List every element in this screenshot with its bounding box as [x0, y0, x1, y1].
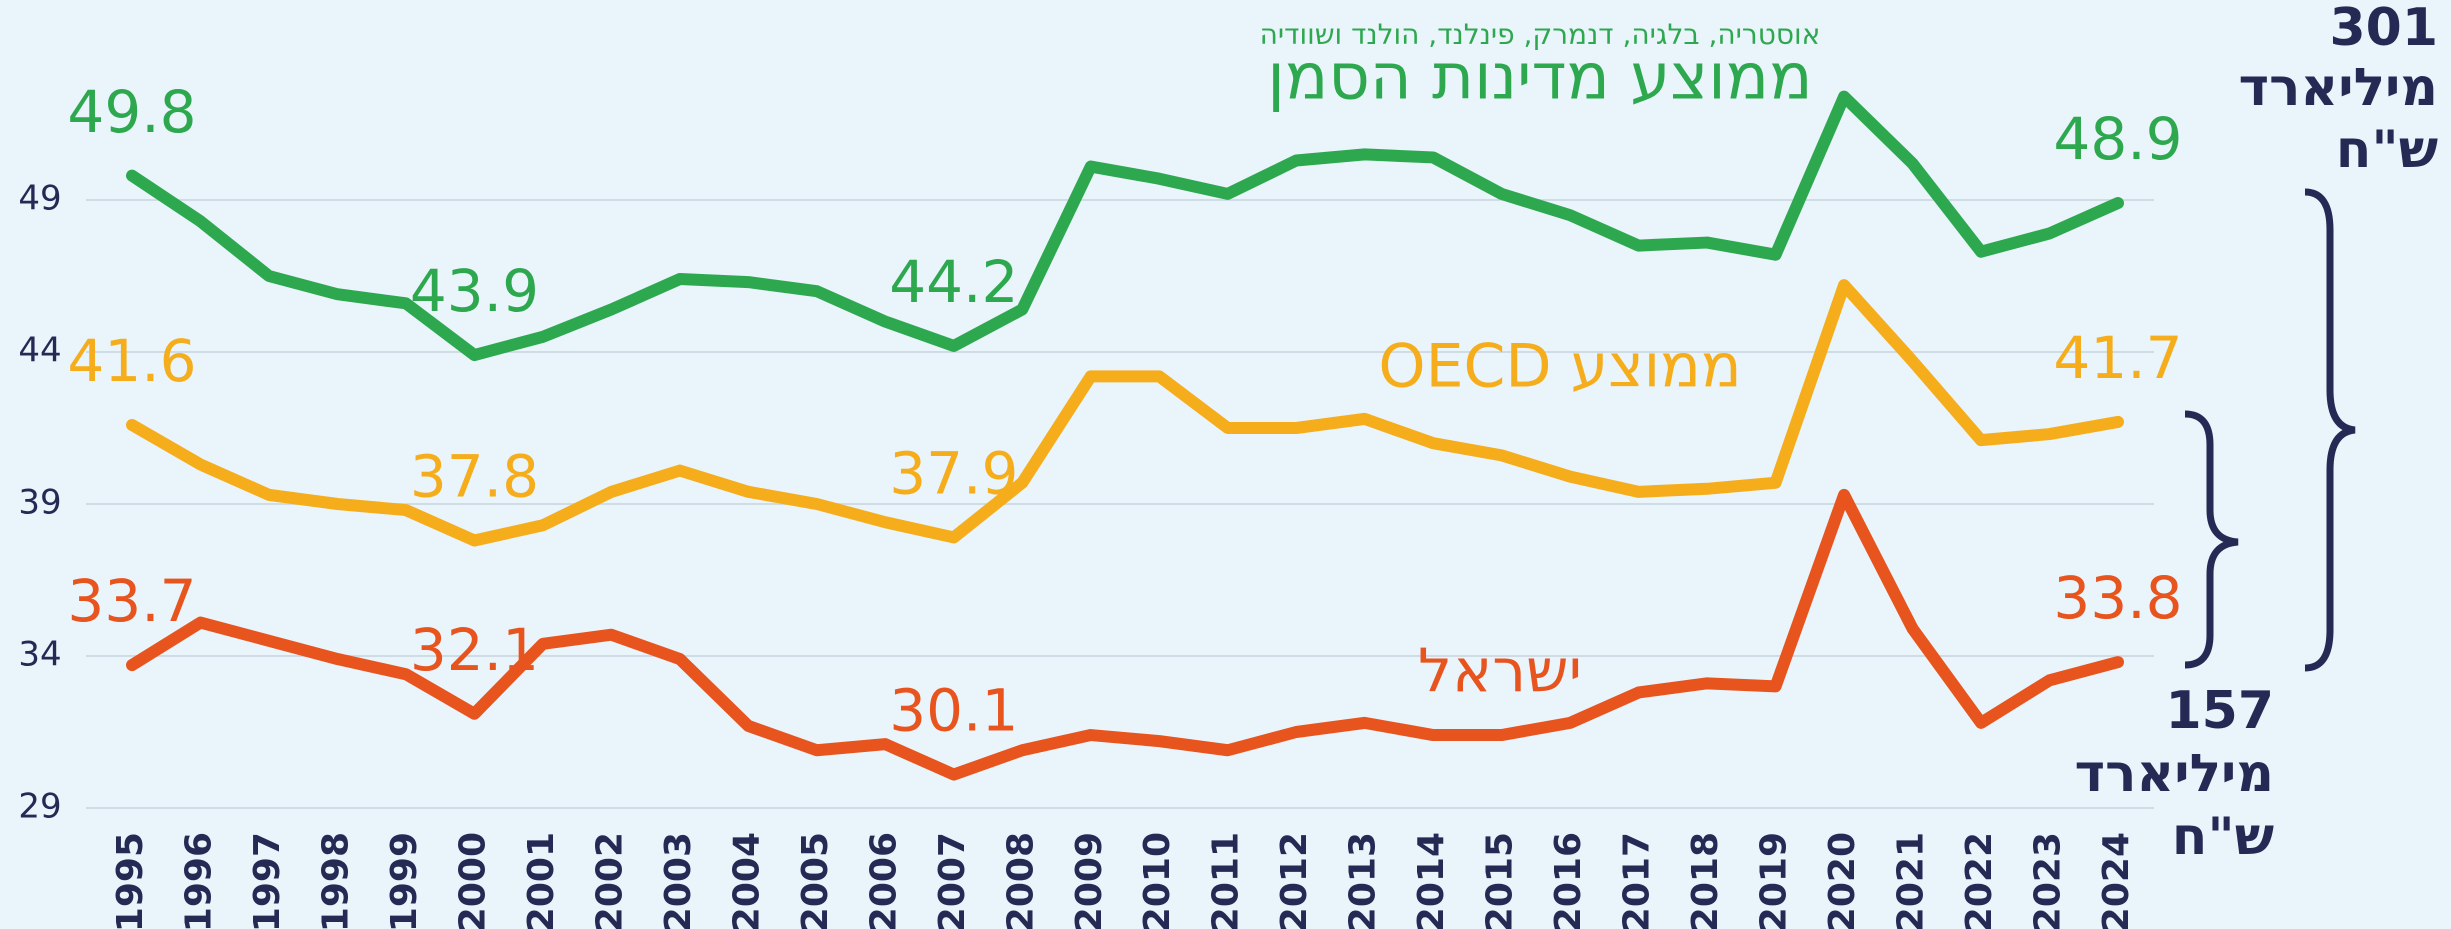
annotation: מיליארד	[2239, 58, 2438, 118]
x-tick-label: 2017	[1617, 832, 1658, 929]
data-label: 49.8	[67, 78, 196, 146]
data-label: 33.7	[67, 567, 196, 635]
data-label: 43.9	[410, 257, 539, 325]
x-tick-label: 2021	[1891, 832, 1932, 929]
x-tick-label: 2012	[1274, 832, 1315, 929]
data-label: 41.6	[67, 327, 196, 395]
data-label: 32.1	[410, 616, 539, 684]
subtitle: אוסטריה, בלגיה, דנמרק, פינלנד, הולנד ושו…	[1260, 18, 1821, 51]
x-tick-label: 2000	[452, 832, 493, 929]
x-tick-label: 2023	[2028, 832, 2069, 929]
series-line	[126, 279, 2124, 547]
x-tick-label: 2015	[1480, 832, 1521, 929]
x-tick-label: 2003	[658, 832, 699, 929]
y-tick-label: 34	[18, 635, 61, 675]
y-tick-label: 29	[18, 787, 61, 827]
data-label: 37.9	[889, 440, 1018, 508]
series-name: ממוצע OECD	[1378, 332, 1741, 402]
series-name: ממוצע מדינות הסמן	[1267, 41, 1812, 115]
annotation: ש"ח	[2172, 807, 2274, 867]
big-brace	[2304, 188, 2356, 672]
annotation: מיליארד	[2075, 744, 2274, 804]
data-label: 44.2	[889, 248, 1018, 316]
data-label: 37.8	[410, 443, 539, 511]
data-label: 30.1	[889, 677, 1018, 745]
x-tick-label: 2019	[1754, 832, 1795, 929]
y-tick-label: 44	[18, 331, 61, 371]
x-tick-label: 2004	[726, 832, 767, 929]
x-tick-label: 2006	[863, 832, 904, 929]
data-label: 41.7	[2053, 324, 2182, 392]
data-label: 33.8	[2053, 564, 2182, 632]
series-name: ישראל	[1418, 637, 1582, 707]
x-tick-label: 2010	[1137, 832, 1178, 929]
y-tick-label: 49	[18, 179, 61, 219]
series-line	[126, 488, 2124, 781]
annotation: ש"ח	[2336, 120, 2438, 180]
x-tick-label: 2002	[589, 832, 630, 929]
x-tick-label: 2008	[1000, 832, 1041, 929]
x-tick-label: 2001	[521, 832, 562, 929]
x-tick-label: 2011	[1206, 832, 1247, 929]
series-line	[126, 90, 2124, 362]
x-tick-label: 2005	[795, 832, 836, 929]
annotation: 301	[2329, 0, 2438, 58]
x-tick-label: 1996	[178, 832, 219, 929]
annotation: 157	[2165, 681, 2274, 741]
x-tick-label: 2020	[1822, 832, 1863, 929]
data-label: 48.9	[2053, 105, 2182, 173]
x-tick-label: 1999	[384, 832, 425, 929]
x-tick-label: 1998	[315, 832, 356, 929]
x-tick-label: 2013	[1343, 832, 1384, 929]
x-tick-label: 2014	[1411, 832, 1452, 929]
y-tick-label: 39	[18, 483, 61, 523]
x-tick-label: 2009	[1069, 832, 1110, 929]
x-tick-label: 2016	[1548, 832, 1589, 929]
x-tick-label: 2018	[1685, 832, 1726, 929]
x-tick-label: 2024	[2096, 832, 2137, 929]
x-tick-label: 2007	[932, 832, 973, 929]
small-brace	[2184, 410, 2239, 669]
x-tick-label: 1995	[110, 832, 151, 929]
x-tick-label: 2022	[1959, 832, 2000, 929]
x-tick-label: 1997	[247, 832, 288, 929]
